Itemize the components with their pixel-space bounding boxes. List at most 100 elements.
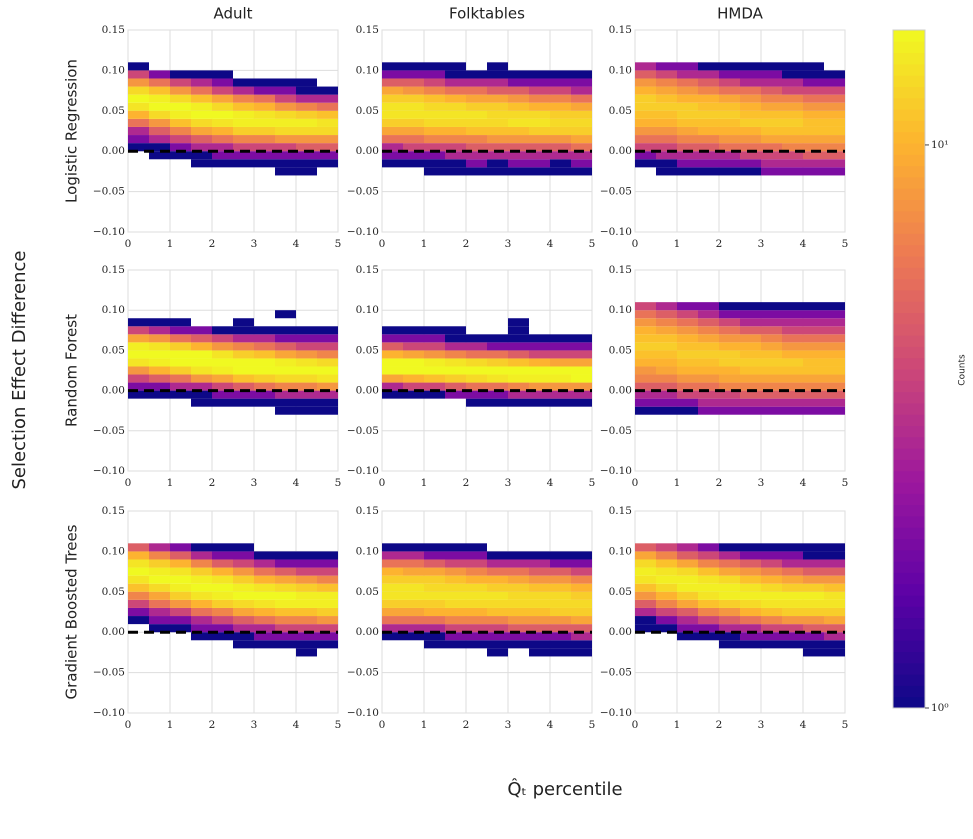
bin — [529, 143, 550, 152]
bin — [445, 358, 466, 367]
bin — [296, 143, 317, 152]
bin — [550, 110, 571, 119]
bin — [254, 640, 275, 649]
bin — [698, 632, 719, 641]
bin — [487, 551, 508, 560]
bin — [128, 390, 149, 399]
bin — [824, 78, 845, 87]
bin — [296, 599, 317, 608]
bin — [128, 591, 149, 600]
bin — [445, 599, 466, 608]
bin — [445, 334, 466, 343]
bin — [571, 632, 592, 641]
bin — [170, 559, 191, 568]
bin — [656, 94, 677, 103]
bin — [424, 78, 445, 87]
bin — [656, 591, 677, 600]
bin — [508, 350, 529, 359]
bin — [170, 591, 191, 600]
bin — [677, 616, 698, 625]
bin — [677, 143, 698, 152]
bin — [761, 334, 782, 343]
x-tick-label: 5 — [589, 477, 596, 489]
bin — [233, 575, 254, 584]
bin — [782, 366, 803, 375]
row-label: Logistic Regression — [63, 59, 81, 203]
colorbar-segment — [893, 131, 925, 144]
bin — [824, 334, 845, 343]
y-tick-label: 0.10 — [102, 64, 125, 76]
bin — [275, 110, 296, 119]
bin — [403, 624, 424, 633]
bin — [445, 616, 466, 625]
bin — [128, 102, 149, 111]
bin — [275, 551, 296, 560]
bin — [824, 143, 845, 152]
bin — [656, 110, 677, 119]
bin — [212, 591, 233, 600]
bin — [149, 607, 170, 617]
bin — [191, 151, 212, 160]
bin — [824, 583, 845, 592]
colorbar-segment — [893, 493, 925, 506]
bin — [698, 358, 719, 367]
bin — [212, 126, 233, 136]
bin — [571, 559, 592, 568]
bin — [656, 334, 677, 343]
bin — [296, 591, 317, 600]
bin — [254, 350, 275, 359]
bin — [445, 632, 466, 641]
bin — [529, 398, 550, 407]
bin — [719, 390, 740, 399]
bin — [212, 350, 233, 359]
bin — [296, 86, 317, 95]
bin — [149, 624, 170, 633]
bin — [740, 358, 761, 367]
bin — [803, 151, 824, 160]
bin — [698, 599, 719, 608]
bin — [296, 632, 317, 641]
bin — [761, 78, 782, 87]
bin — [571, 583, 592, 592]
bin — [191, 607, 212, 617]
bin — [233, 143, 254, 152]
bin — [487, 358, 508, 367]
bin — [761, 110, 782, 119]
bin — [740, 143, 761, 152]
bin — [740, 110, 761, 119]
bin — [212, 382, 233, 391]
colorbar-segment — [893, 696, 925, 709]
bin — [487, 398, 508, 407]
bin — [719, 78, 740, 87]
bin — [677, 366, 698, 375]
bin — [782, 167, 803, 176]
bin — [275, 607, 296, 617]
bin — [719, 167, 740, 176]
bin — [233, 543, 254, 552]
y-tick-label: 0.05 — [102, 344, 125, 356]
bin — [656, 342, 677, 351]
y-tick-label: 0.15 — [356, 505, 379, 517]
bin — [424, 559, 445, 568]
bin — [677, 350, 698, 359]
bin — [424, 624, 445, 633]
bin — [656, 70, 677, 79]
bin — [635, 86, 656, 95]
bin — [403, 126, 424, 136]
bin — [698, 543, 719, 552]
bin — [317, 151, 338, 160]
bin — [824, 591, 845, 600]
y-tick-label: 0.15 — [609, 505, 632, 517]
bin — [677, 567, 698, 576]
bin — [466, 342, 487, 351]
bin — [487, 632, 508, 641]
bin — [571, 624, 592, 633]
bin — [170, 70, 191, 79]
bin — [571, 86, 592, 95]
bin — [761, 310, 782, 319]
bin — [149, 94, 170, 103]
bin — [445, 559, 466, 568]
bin — [275, 334, 296, 343]
bin — [698, 350, 719, 359]
panel: −0.10 −0.05 0.00 0.05 0.10 0.15 0 1 2 3 4 5 — [600, 24, 849, 250]
